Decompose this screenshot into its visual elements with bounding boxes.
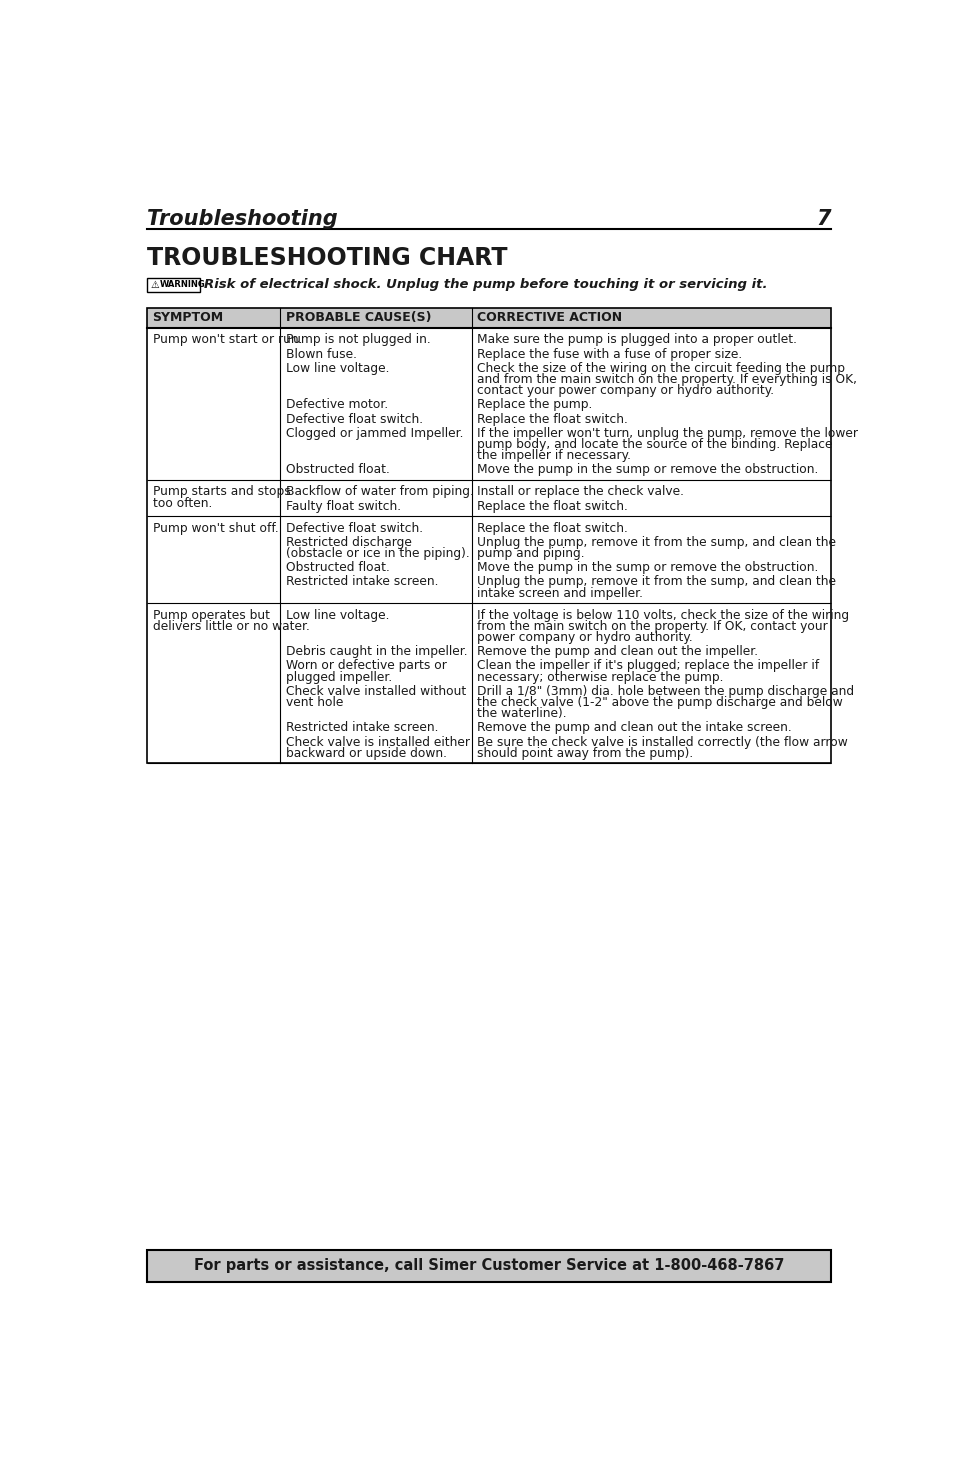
Text: WARNING: WARNING <box>159 280 205 289</box>
Text: Clean the impeller if it's plugged; replace the impeller if: Clean the impeller if it's plugged; repl… <box>476 659 819 673</box>
Text: Obstructed float.: Obstructed float. <box>286 560 390 574</box>
Bar <box>147 603 830 764</box>
Bar <box>147 516 830 603</box>
Text: contact your power company or hydro authority.: contact your power company or hydro auth… <box>476 384 774 397</box>
Text: SYMPTOM: SYMPTOM <box>152 311 223 324</box>
Text: Blown fuse.: Blown fuse. <box>286 348 356 360</box>
Text: Unplug the pump, remove it from the sump, and clean the: Unplug the pump, remove it from the sump… <box>476 535 836 549</box>
Text: Worn or defective parts or: Worn or defective parts or <box>286 659 446 673</box>
Text: Replace the float switch.: Replace the float switch. <box>476 413 627 426</box>
Text: Move the pump in the sump or remove the obstruction.: Move the pump in the sump or remove the … <box>476 560 818 574</box>
Text: TROUBLESHOOTING CHART: TROUBLESHOOTING CHART <box>147 246 507 270</box>
Text: Replace the pump.: Replace the pump. <box>476 398 592 412</box>
Text: delivers little or no water.: delivers little or no water. <box>152 620 309 633</box>
Text: Check valve is installed either: Check valve is installed either <box>286 736 470 749</box>
Text: from the main switch on the property. If OK, contact your: from the main switch on the property. If… <box>476 620 827 633</box>
Text: the waterline).: the waterline). <box>476 707 566 720</box>
Text: Make sure the pump is plugged into a proper outlet.: Make sure the pump is plugged into a pro… <box>476 333 797 347</box>
Text: power company or hydro authority.: power company or hydro authority. <box>476 631 692 645</box>
Text: If the voltage is below 110 volts, check the size of the wiring: If the voltage is below 110 volts, check… <box>476 609 848 621</box>
Text: Low line voltage.: Low line voltage. <box>286 609 389 621</box>
Text: Low line voltage.: Low line voltage. <box>286 361 389 375</box>
Text: necessary; otherwise replace the pump.: necessary; otherwise replace the pump. <box>476 671 723 683</box>
Bar <box>147 277 199 292</box>
Text: For parts or assistance, call Simer Customer Service at 1-800-468-7867: For parts or assistance, call Simer Cust… <box>193 1258 783 1273</box>
Text: Replace the fuse with a fuse of proper size.: Replace the fuse with a fuse of proper s… <box>476 348 741 360</box>
Text: the impeller if necessary.: the impeller if necessary. <box>476 450 631 462</box>
Text: too often.: too often. <box>152 497 212 509</box>
Text: the check valve (1-2" above the pump discharge and below: the check valve (1-2" above the pump dis… <box>476 696 842 709</box>
Text: Obstructed float.: Obstructed float. <box>286 463 390 476</box>
Text: Pump operates but: Pump operates but <box>152 609 270 621</box>
Text: Pump is not plugged in.: Pump is not plugged in. <box>286 333 430 347</box>
Bar <box>147 327 830 479</box>
Bar <box>147 479 830 516</box>
Text: Debris caught in the impeller.: Debris caught in the impeller. <box>286 645 467 658</box>
Text: Pump won't shut off.: Pump won't shut off. <box>152 522 278 534</box>
Text: Defective float switch.: Defective float switch. <box>286 522 422 534</box>
Text: Pump starts and stops: Pump starts and stops <box>152 485 290 499</box>
Bar <box>147 1249 830 1282</box>
Text: should point away from the pump).: should point away from the pump). <box>476 746 693 760</box>
Text: CORRECTIVE ACTION: CORRECTIVE ACTION <box>476 311 621 324</box>
Text: backward or upside down.: backward or upside down. <box>286 746 446 760</box>
Text: Drill a 1/8" (3mm) dia. hole between the pump discharge and: Drill a 1/8" (3mm) dia. hole between the… <box>476 684 854 698</box>
Text: Backflow of water from piping.: Backflow of water from piping. <box>286 485 474 499</box>
Text: Faulty float switch.: Faulty float switch. <box>286 500 400 513</box>
Text: Defective float switch.: Defective float switch. <box>286 413 422 426</box>
Text: Unplug the pump, remove it from the sump, and clean the: Unplug the pump, remove it from the sump… <box>476 575 836 589</box>
Text: Troubleshooting: Troubleshooting <box>147 209 337 229</box>
Text: (obstacle or ice in the piping).: (obstacle or ice in the piping). <box>286 547 469 560</box>
Text: PROBABLE CAUSE(S): PROBABLE CAUSE(S) <box>286 311 431 324</box>
Text: Restricted intake screen.: Restricted intake screen. <box>286 575 438 589</box>
Text: Remove the pump and clean out the intake screen.: Remove the pump and clean out the intake… <box>476 721 791 735</box>
Text: Install or replace the check valve.: Install or replace the check valve. <box>476 485 683 499</box>
Text: Restricted intake screen.: Restricted intake screen. <box>286 721 438 735</box>
Text: Clogged or jammed Impeller.: Clogged or jammed Impeller. <box>286 426 463 440</box>
Text: Replace the float switch.: Replace the float switch. <box>476 522 627 534</box>
Text: 7: 7 <box>816 209 830 229</box>
Text: Replace the float switch.: Replace the float switch. <box>476 500 627 513</box>
Text: Defective motor.: Defective motor. <box>286 398 388 412</box>
Text: Pump won't start or run.: Pump won't start or run. <box>152 333 302 347</box>
Text: Check valve installed without: Check valve installed without <box>286 684 466 698</box>
Text: Check the size of the wiring on the circuit feeding the pump: Check the size of the wiring on the circ… <box>476 361 844 375</box>
Bar <box>147 308 830 764</box>
Text: pump body, and locate the source of the binding. Replace: pump body, and locate the source of the … <box>476 438 832 451</box>
Text: vent hole: vent hole <box>286 696 343 709</box>
Text: Move the pump in the sump or remove the obstruction.: Move the pump in the sump or remove the … <box>476 463 818 476</box>
Text: Restricted discharge: Restricted discharge <box>286 535 412 549</box>
Text: Be sure the check valve is installed correctly (the flow arrow: Be sure the check valve is installed cor… <box>476 736 847 749</box>
Text: and from the main switch on the property. If everything is OK,: and from the main switch on the property… <box>476 373 857 386</box>
Text: If the impeller won't turn, unplug the pump, remove the lower: If the impeller won't turn, unplug the p… <box>476 426 858 440</box>
Text: pump and piping.: pump and piping. <box>476 547 584 560</box>
Text: Risk of electrical shock. Unplug the pump before touching it or servicing it.: Risk of electrical shock. Unplug the pum… <box>204 279 766 291</box>
Text: Remove the pump and clean out the impeller.: Remove the pump and clean out the impell… <box>476 645 758 658</box>
Bar <box>147 308 830 327</box>
Text: plugged impeller.: plugged impeller. <box>286 671 392 683</box>
Text: ⚠: ⚠ <box>151 280 159 289</box>
Text: intake screen and impeller.: intake screen and impeller. <box>476 587 642 600</box>
